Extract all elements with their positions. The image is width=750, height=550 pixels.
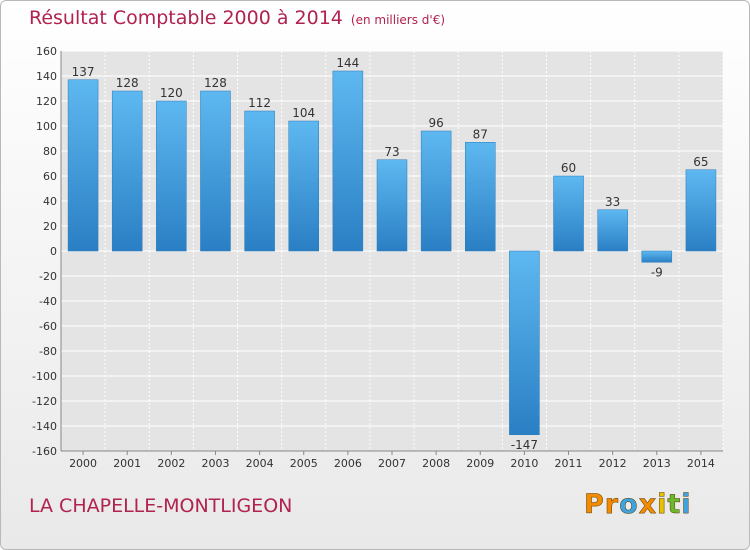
bar-2008 [420,130,452,252]
bar-2009 [465,142,496,252]
data-label-2000: 137 [72,65,95,79]
x-tick-label: 2006 [334,457,362,470]
data-label-2013: -9 [651,265,663,279]
bar-2012 [597,209,628,252]
data-label-2011: 60 [561,161,576,175]
x-tick-label: 2007 [378,457,406,470]
data-label-2006: 144 [336,56,359,70]
bar-2003 [200,90,231,252]
y-tick-label: 140 [36,70,57,83]
y-tick-label: -100 [32,370,57,383]
y-tick-label: 20 [43,220,57,233]
x-tick-label: 2011 [555,457,583,470]
x-tick-label: 2000 [69,457,97,470]
bar-2011 [553,175,584,252]
y-tick-label: 80 [43,145,57,158]
bar-2001 [111,90,143,252]
y-tick-label: -60 [39,320,57,333]
x-tick-label: 2004 [246,457,274,470]
chart-title: Résultat Comptable 2000 à 2014 (en millie… [29,7,445,29]
bar-2005 [288,120,319,252]
logo-letter: i [657,489,668,521]
location-name: LA CHAPELLE-MONTLIGEON [29,495,293,517]
logo-letter: i [681,489,692,521]
y-tick-label: -20 [39,270,57,283]
data-label-2007: 73 [384,145,399,159]
x-tick-label: 2009 [466,457,494,470]
y-tick-label: 0 [50,245,57,258]
y-tick-label: 40 [43,195,57,208]
x-tick-label: 2005 [290,457,318,470]
x-tick-label: 2002 [157,457,185,470]
y-tick-label: -80 [39,345,57,358]
data-label-2008: 96 [428,116,443,130]
logo-letter: x [638,489,658,521]
y-tick-label: 60 [43,170,57,183]
y-tick-label: 120 [36,95,57,108]
data-label-2001: 128 [116,76,139,90]
data-label-2009: 87 [473,127,488,141]
bar-2010 [509,250,540,435]
x-tick-label: 2001 [113,457,141,470]
logo-letter: P [584,489,605,521]
y-tick-label: -160 [32,445,57,458]
proxiti-logo: Proxiti [584,489,692,521]
bar-2002 [156,100,187,252]
chart-title-text: Résultat Comptable 2000 à 2014 [29,7,343,29]
x-tick-label: 2003 [201,457,229,470]
y-tick-label: 100 [36,120,57,133]
y-tick-label: -120 [32,395,57,408]
logo-letter: o [619,489,639,521]
axes: -160 -140 -120 -100 -80 -60 -40 -20 0 20 40 60 80 100… [32,45,723,470]
bar-2013 [641,250,673,263]
x-tick-label: 2008 [422,457,450,470]
data-label-2012: 33 [605,195,620,209]
y-tick-label: 160 [36,45,57,58]
x-tick-label: 2014 [687,457,715,470]
data-label-2003: 128 [204,76,227,90]
bar-2004 [244,110,275,252]
x-tick-label: 2012 [599,457,627,470]
y-tick-label: -140 [32,420,57,433]
bar-2006 [332,70,364,252]
chart-unit: (en milliers d'€) [350,13,446,27]
bar-2014 [685,169,717,252]
data-label-2014: 65 [693,155,708,169]
bar-2000 [67,79,99,252]
data-label-2010: -147 [511,438,538,452]
x-tick-label: 2010 [510,457,538,470]
x-tick-label: 2013 [643,457,671,470]
data-label-2005: 104 [292,106,315,120]
y-tick-label: -40 [39,295,57,308]
bar-2007 [376,159,408,252]
logo-letter: r [604,489,620,521]
data-label-2002: 120 [160,86,183,100]
logo-letter: t [667,489,682,521]
data-label-2004: 112 [248,96,271,110]
bars [67,70,717,435]
data-labels: 137 128 120 128 112 104 144 73 96 87 -147 60 33 -9 65 [72,56,709,452]
